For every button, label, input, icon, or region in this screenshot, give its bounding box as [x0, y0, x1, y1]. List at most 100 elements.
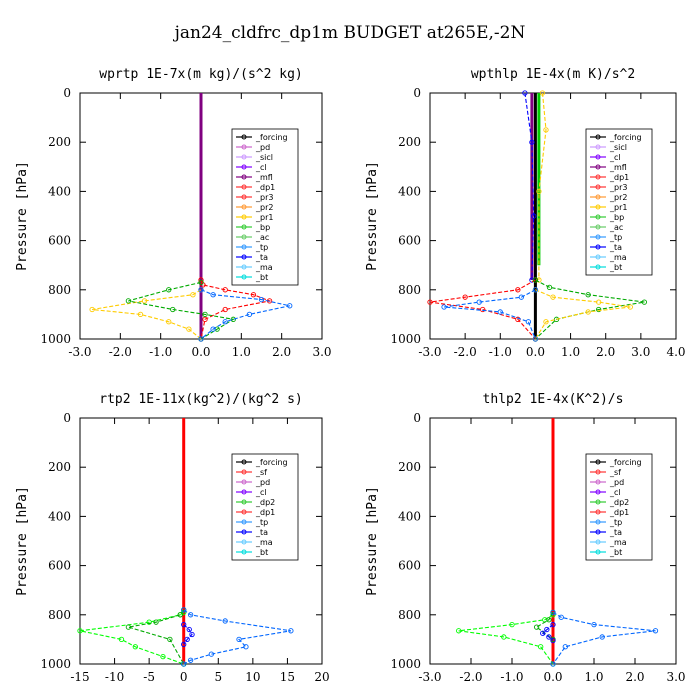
- x-tick-label: -2.0: [109, 345, 132, 359]
- y-tick-label: 800: [48, 283, 71, 297]
- data-point: [186, 626, 192, 633]
- legend-entry: _forcing: [255, 133, 288, 142]
- legend-entry: _forcing: [255, 458, 288, 467]
- data-point: [550, 661, 556, 667]
- data-point: [210, 292, 216, 298]
- x-tick-label: 3.0: [631, 345, 650, 359]
- legend-marker: [595, 154, 601, 160]
- x-tick-label: 0: [180, 670, 188, 684]
- data-point: [531, 213, 537, 219]
- data-point: [198, 287, 204, 293]
- data-point: [160, 653, 166, 660]
- y-tick-label: 1000: [390, 332, 421, 346]
- data-point: [288, 628, 294, 634]
- panel-title: rtp2 1E-11x(kg^2)/(kg^2 s): [99, 392, 303, 407]
- legend-entry: _ma: [255, 263, 273, 272]
- data-point: [246, 311, 253, 318]
- x-tick-label: 1.0: [232, 345, 251, 359]
- data-point: [532, 336, 539, 342]
- data-point: [236, 636, 242, 643]
- data-point: [77, 628, 83, 634]
- data-point: [652, 628, 659, 634]
- series-line: [535, 279, 645, 340]
- data-point: [596, 306, 602, 313]
- y-tick-label: 0: [63, 86, 71, 100]
- legend-entry: _sicl: [255, 153, 273, 162]
- y-tick-label: 0: [63, 411, 71, 425]
- legend-marker: [241, 479, 247, 485]
- panel-3: rtp2 1E-11x(kg^2)/(kg^2 s) Pressure [hPa]…: [15, 392, 330, 684]
- data-point: [184, 636, 190, 643]
- data-point: [181, 661, 187, 667]
- legend-entry: _pr1: [255, 213, 273, 222]
- legend-entry: _forcing: [609, 133, 642, 142]
- legend-marker: [595, 134, 601, 140]
- data-point: [427, 299, 433, 305]
- legend-marker: [595, 194, 601, 200]
- data-point: [550, 294, 556, 300]
- series-line: [444, 289, 536, 340]
- panel-title: thlp2 1E-4x(K^2)/s: [483, 392, 624, 407]
- y-tick-label: 800: [48, 608, 71, 622]
- data-point: [166, 287, 172, 293]
- legend-marker: [241, 234, 247, 240]
- data-point: [525, 319, 532, 325]
- data-point: [166, 319, 172, 325]
- y-tick-label: 400: [398, 509, 421, 523]
- data-point: [546, 617, 552, 623]
- data-point: [518, 294, 525, 300]
- y-tick-label: 400: [398, 184, 421, 198]
- legend-entry: _pd: [255, 143, 270, 152]
- y-axis-label: Pressure [hPa]: [15, 161, 30, 271]
- series-line: [524, 92, 535, 281]
- legend-entry: _bt: [255, 273, 268, 282]
- data-point: [529, 139, 535, 145]
- data-point: [210, 326, 216, 332]
- legend-entry: _mfl: [255, 173, 273, 182]
- legend-marker: [241, 549, 247, 555]
- data-point: [137, 311, 144, 318]
- x-tick-label: 1.0: [561, 345, 580, 359]
- data-point: [258, 296, 265, 303]
- data-point: [222, 306, 228, 313]
- x-tick-label: -5: [143, 670, 155, 684]
- data-point: [596, 299, 602, 305]
- legend-entry: _pr2: [609, 193, 627, 202]
- x-tick-label: 3.0: [312, 345, 331, 359]
- y-tick-label: 600: [398, 234, 421, 248]
- legend-marker: [595, 499, 601, 505]
- legend-entry: _bt: [609, 548, 622, 557]
- legend-marker: [595, 254, 601, 260]
- x-tick-label: -15: [70, 670, 89, 684]
- legend-marker: [241, 529, 247, 535]
- legend-marker: [595, 184, 601, 190]
- data-point: [125, 624, 132, 630]
- legend-entry: _ta: [255, 253, 268, 262]
- y-tick-label: 200: [398, 460, 421, 474]
- legend-entry: _sf: [609, 468, 621, 477]
- x-tick-label: 0.0: [526, 345, 545, 359]
- data-point: [198, 277, 204, 283]
- x-tick-label: -1.0: [500, 670, 523, 684]
- data-point: [536, 188, 542, 195]
- series-line: [552, 611, 656, 665]
- legend-entry: _pr1: [609, 203, 627, 212]
- data-point: [189, 631, 195, 638]
- y-axis-label: Pressure [hPa]: [365, 486, 380, 596]
- data-point: [546, 634, 552, 640]
- series-line: [534, 289, 631, 340]
- data-point: [202, 311, 208, 318]
- data-point: [177, 612, 183, 618]
- legend-entry: _ta: [609, 243, 622, 252]
- y-tick-label: 0: [413, 411, 421, 425]
- legend-marker: [595, 529, 601, 535]
- legend-marker: [595, 479, 601, 485]
- legend-entry: _dp1: [609, 173, 629, 182]
- plot-frame: [429, 92, 677, 340]
- series-line: [429, 279, 536, 340]
- y-tick-label: 0: [413, 86, 421, 100]
- x-tick-label: -1.0: [489, 345, 512, 359]
- data-point: [132, 644, 138, 650]
